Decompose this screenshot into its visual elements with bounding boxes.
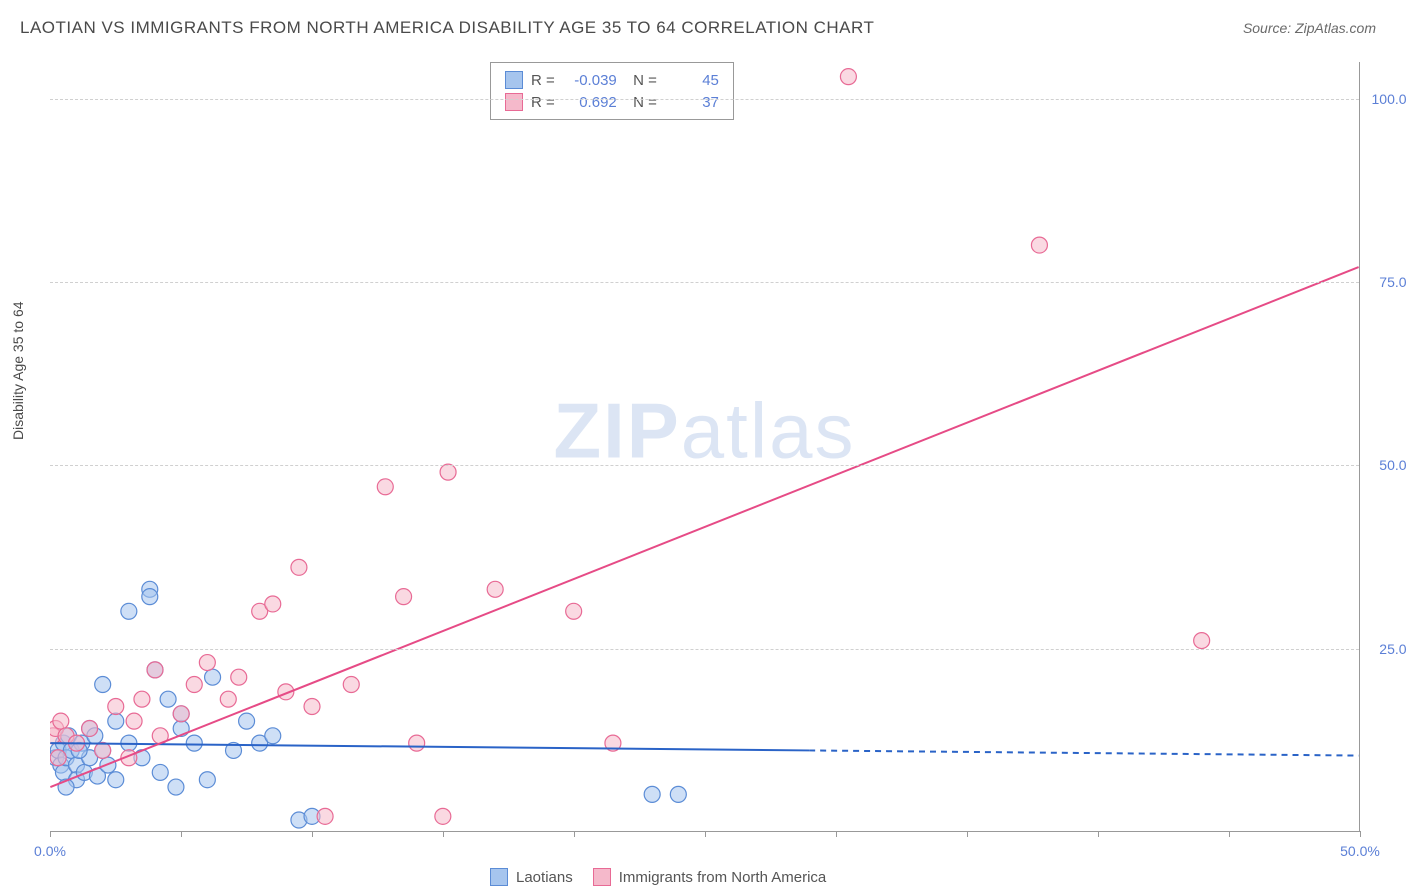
x-tick [50,831,51,837]
gridline [50,99,1359,100]
chart-source: Source: ZipAtlas.com [1243,20,1376,36]
y-tick-label: 75.0% [1379,274,1406,290]
legend-item-2: Immigrants from North America [593,868,827,886]
gridline [50,465,1359,466]
y-tick-label: 100.0% [1372,91,1406,107]
swatch-immigrants [593,868,611,886]
x-tick [1229,831,1230,837]
x-tick [312,831,313,837]
gridline [50,282,1359,283]
swatch-series-2 [505,93,523,111]
x-tick [1360,831,1361,837]
bottom-legend: Laotians Immigrants from North America [490,868,826,886]
chart-title: LAOTIAN VS IMMIGRANTS FROM NORTH AMERICA… [20,18,874,38]
legend-item-1: Laotians [490,868,573,886]
chart-svg [50,62,1359,831]
gridline [50,649,1359,650]
y-tick-label: 50.0% [1379,457,1406,473]
x-tick [574,831,575,837]
y-tick-label: 25.0% [1379,641,1406,657]
stats-row-1: R =-0.039 N =45 [505,69,719,91]
x-tick-label: 0.0% [34,843,66,859]
x-tick [705,831,706,837]
x-tick [181,831,182,837]
stats-row-2: R =0.692 N =37 [505,91,719,113]
swatch-laotians [490,868,508,886]
x-tick [967,831,968,837]
x-tick [836,831,837,837]
plot-area: ZIPatlas R =-0.039 N =45 R =0.692 N =37 … [50,62,1360,832]
swatch-series-1 [505,71,523,89]
x-tick [1098,831,1099,837]
x-tick [443,831,444,837]
stats-legend-box: R =-0.039 N =45 R =0.692 N =37 [490,62,734,120]
x-tick-label: 50.0% [1340,843,1380,859]
y-axis-label: Disability Age 35 to 64 [10,301,26,440]
